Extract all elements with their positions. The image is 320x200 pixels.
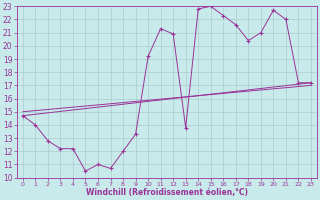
- X-axis label: Windchill (Refroidissement éolien,°C): Windchill (Refroidissement éolien,°C): [86, 188, 248, 197]
